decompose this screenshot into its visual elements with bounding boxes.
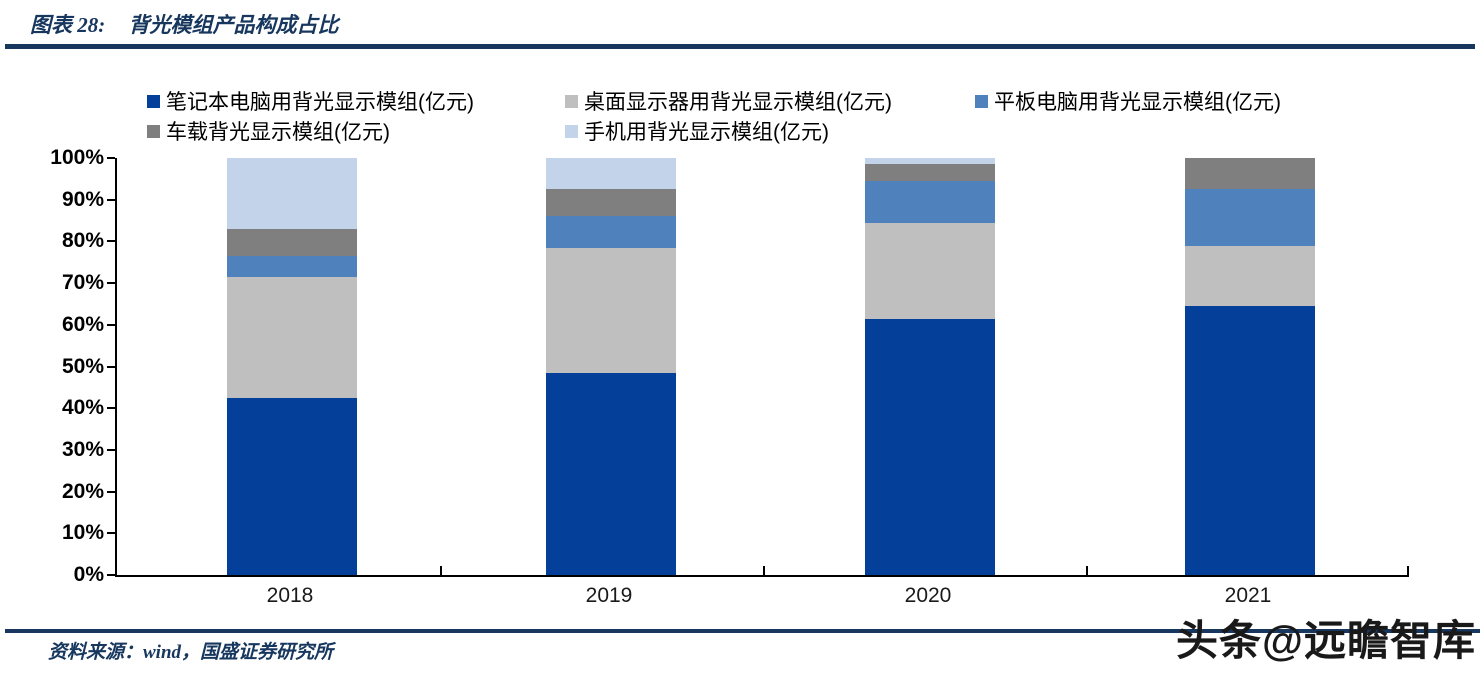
y-axis-tick	[107, 157, 115, 159]
bar-segment	[227, 256, 357, 277]
bar-segment	[546, 158, 676, 190]
x-axis-labels: 2018 2019 2020 2021	[115, 584, 1407, 610]
y-axis-tick	[107, 240, 115, 243]
bar-segment	[227, 276, 357, 398]
legend-item-desktop-monitor: 桌面显示器用背光显示模组(亿元)	[565, 86, 892, 116]
legend-item-notebook: 笔记本电脑用背光显示模组(亿元)	[147, 86, 474, 116]
x-axis-tick	[1086, 566, 1088, 575]
bar-segment	[865, 164, 995, 181]
y-axis-tick	[107, 365, 115, 368]
bar-segment	[227, 228, 357, 257]
legend-swatch-notebook	[147, 94, 160, 108]
stacked-bar-2018	[227, 158, 357, 575]
y-tick-label: 40%	[61, 396, 104, 420]
x-axis-tick	[1407, 566, 1409, 575]
legend-swatch-automotive	[147, 124, 160, 138]
bar-segment	[1185, 189, 1315, 246]
legend-swatch-mobile-phone	[565, 124, 578, 138]
watermark: 头条@远瞻智库	[1176, 617, 1476, 664]
x-axis-tick	[763, 566, 765, 575]
figure-title-text: 背光模组产品构成占比	[128, 13, 339, 37]
y-tick-label: 10%	[61, 521, 104, 545]
plot-area	[107, 157, 1409, 577]
bottom-divider	[5, 629, 1480, 633]
y-axis-tick	[107, 490, 115, 493]
y-axis-tick	[107, 574, 115, 576]
bar-segment	[1185, 245, 1315, 307]
legend-item-mobile-phone: 手机用背光显示模组(亿元)	[565, 116, 829, 146]
legend-swatch-desktop-monitor	[565, 94, 578, 108]
bar-segment	[546, 372, 676, 575]
bar-segment	[1185, 306, 1315, 575]
x-tick-label: 2018	[266, 584, 314, 607]
bar-segment	[865, 180, 995, 223]
y-axis-tick	[107, 532, 115, 535]
legend-label-notebook: 笔记本电脑用背光显示模组(亿元)	[166, 91, 474, 114]
legend-label-mobile-phone: 手机用背光显示模组(亿元)	[584, 121, 829, 144]
bar-segment	[546, 189, 676, 217]
y-axis-tick	[107, 282, 115, 285]
y-tick-label: 100%	[50, 146, 104, 169]
x-tick-label: 2021	[1224, 584, 1272, 607]
y-axis-tick	[107, 407, 115, 410]
y-tick-label: 70%	[61, 271, 104, 295]
top-divider	[5, 44, 1475, 49]
bar-segment	[865, 158, 995, 165]
y-tick-label: 50%	[61, 354, 104, 378]
x-axis-tick	[440, 566, 442, 575]
stacked-bar-2019	[546, 158, 676, 575]
y-tick-label: 30%	[61, 437, 104, 461]
legend-label-tablet: 平板电脑用背光显示模组(亿元)	[994, 91, 1281, 114]
y-axis-labels: 0% 10% 20% 30% 40% 50% 60% 70% 80% 90% 100%	[0, 147, 104, 586]
y-axis-tick	[107, 198, 115, 201]
bar-segment	[227, 158, 357, 229]
y-tick-label: 0%	[73, 563, 104, 586]
bar-segment	[546, 247, 676, 373]
source-note: 资料来源：wind，国盛证券研究所	[48, 642, 334, 663]
legend-item-tablet: 平板电脑用背光显示模组(亿元)	[975, 86, 1281, 116]
bar-segment	[865, 318, 995, 575]
y-tick-label: 20%	[61, 479, 104, 503]
stacked-bar-2020	[865, 158, 995, 575]
x-tick-label: 2020	[904, 584, 952, 607]
x-tick-label: 2019	[585, 584, 633, 607]
legend-label-desktop-monitor: 桌面显示器用背光显示模组(亿元)	[584, 91, 892, 114]
legend-swatch-tablet	[975, 94, 988, 108]
y-tick-label: 80%	[61, 229, 104, 253]
bar-segment	[1185, 158, 1315, 190]
legend-label-automotive: 车载背光显示模组(亿元)	[166, 121, 390, 144]
bar-segment	[865, 222, 995, 319]
y-axis-tick	[107, 323, 115, 326]
stacked-bar-2021	[1185, 158, 1315, 575]
y-tick-label: 90%	[61, 187, 104, 211]
y-axis-tick	[107, 448, 115, 451]
bar-segment	[546, 216, 676, 248]
bar-segment	[227, 397, 357, 575]
y-tick-label: 60%	[61, 312, 104, 336]
figure-number: 图表 28:	[30, 13, 106, 37]
legend-item-automotive: 车载背光显示模组(亿元)	[147, 116, 390, 146]
figure-title: 图表 28: 背光模组产品构成占比	[30, 9, 339, 39]
